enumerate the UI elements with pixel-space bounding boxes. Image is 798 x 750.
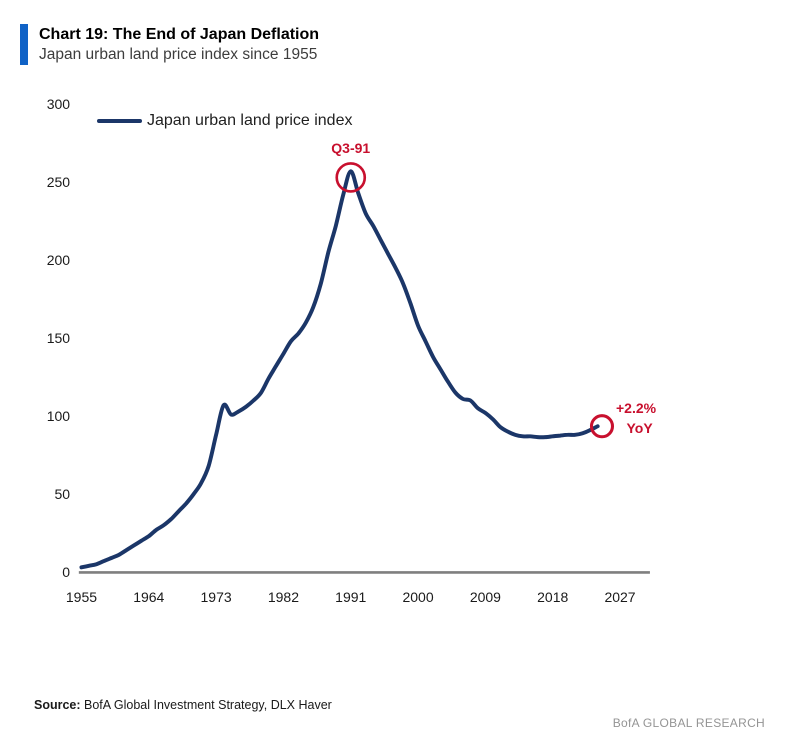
chart-subtitle: Japan urban land price index since 1955 bbox=[39, 46, 318, 63]
chart-titles: Chart 19: The End of Japan Deflation Jap… bbox=[39, 24, 319, 65]
x-tick-label: 1964 bbox=[133, 589, 164, 605]
chart-title: Chart 19: The End of Japan Deflation bbox=[39, 26, 320, 43]
chart-legend: Japan urban land price index bbox=[97, 112, 352, 130]
branding-text: BofA GLOBAL RESEARCH bbox=[612, 716, 765, 730]
chart-canvas: 0 50 100 150 200 250 300 1955 1964 1973 1982 1991 20… bbox=[47, 96, 657, 605]
legend-line-swatch bbox=[97, 119, 142, 123]
chart-header: Chart 19: The End of Japan Deflation Jap… bbox=[20, 24, 319, 65]
peak-label: Q3-91 bbox=[331, 140, 370, 156]
price-index-line bbox=[79, 169, 600, 570]
y-tick-label: 200 bbox=[47, 252, 71, 268]
y-tick-label: 150 bbox=[47, 330, 71, 346]
latest-label-line1: +2.2% bbox=[616, 400, 657, 416]
source-label: Source: bbox=[34, 698, 81, 712]
x-tick-label: 2027 bbox=[604, 589, 635, 605]
latest-circle-annotation bbox=[589, 414, 615, 439]
accent-bar bbox=[20, 24, 28, 65]
peak-circle-annotation bbox=[335, 162, 367, 193]
y-tick-label: 250 bbox=[47, 174, 71, 190]
y-tick-label: 300 bbox=[47, 96, 71, 112]
source-text: BofA Global Investment Strategy, DLX Hav… bbox=[80, 698, 332, 712]
x-tick-label: 1991 bbox=[335, 589, 366, 605]
x-tick-label: 2000 bbox=[402, 589, 433, 605]
x-tick-label: 2018 bbox=[537, 589, 568, 605]
x-tick-label: 1973 bbox=[201, 589, 232, 605]
y-tick-label: 0 bbox=[62, 564, 70, 580]
x-tick-label: 2009 bbox=[470, 589, 501, 605]
latest-label-line2: YoY bbox=[627, 420, 654, 436]
y-tick-label: 50 bbox=[54, 486, 70, 502]
legend-label: Japan urban land price index bbox=[147, 112, 353, 129]
y-tick-label: 100 bbox=[47, 408, 71, 424]
source-line: Source: BofA Global Investment Strategy,… bbox=[34, 698, 332, 712]
x-tick-label: 1955 bbox=[66, 589, 97, 605]
x-tick-label: 1982 bbox=[268, 589, 299, 605]
